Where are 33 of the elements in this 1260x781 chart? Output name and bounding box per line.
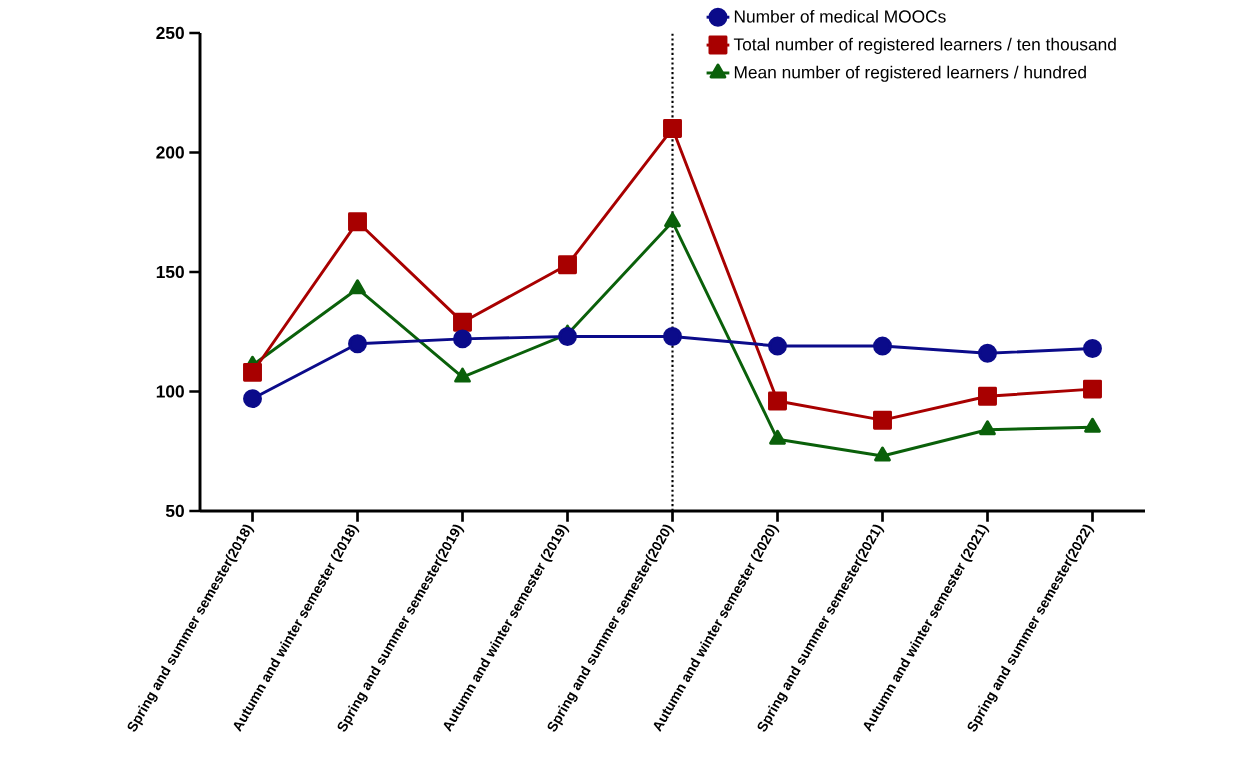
legend-label: Total number of registered learners / ten thousand (733, 37, 1116, 54)
point (769, 429, 786, 445)
point (348, 212, 367, 232)
point (349, 279, 366, 295)
point (453, 329, 472, 349)
point (768, 391, 787, 411)
point (978, 343, 997, 363)
point (1083, 338, 1102, 358)
point (979, 420, 996, 436)
point (768, 336, 787, 356)
point (978, 386, 997, 406)
y-tick-label: 250 (156, 26, 184, 40)
point (1084, 417, 1101, 433)
point (243, 362, 262, 382)
point (454, 367, 471, 383)
y-tick-label: 100 (156, 385, 184, 398)
point (558, 327, 577, 346)
y-tick-label: 50 (165, 504, 184, 518)
legend-label: Number of medical MOOCs (734, 9, 946, 23)
y-tick-label: 150 (156, 265, 184, 279)
point (664, 212, 681, 228)
point (453, 312, 472, 332)
y-tick-label: 200 (156, 146, 184, 159)
point (1083, 379, 1102, 399)
point (558, 255, 577, 275)
point (873, 336, 892, 356)
point (348, 334, 367, 354)
point (663, 327, 682, 346)
point (663, 119, 682, 139)
point (243, 389, 262, 409)
legend-label: Mean number of registered learners / hundred (734, 65, 1086, 82)
point (873, 410, 892, 430)
point (874, 446, 891, 462)
